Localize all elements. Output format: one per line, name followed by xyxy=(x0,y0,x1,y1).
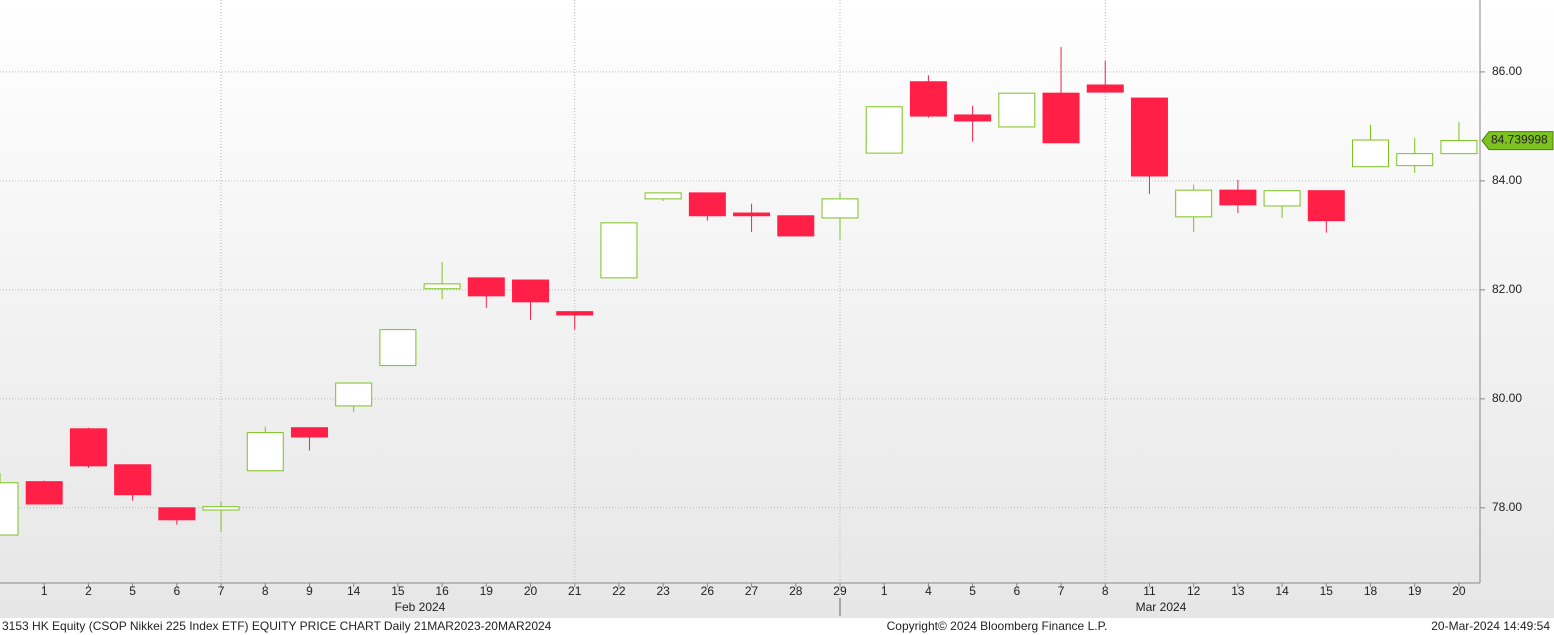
x-tick-label: 12 xyxy=(1187,584,1201,598)
x-tick-label: 11 xyxy=(1143,584,1156,598)
month-label: Mar 2024 xyxy=(1136,600,1187,614)
footer-left: 3153 HK Equity (CSOP Nikkei 225 Index ET… xyxy=(2,619,552,633)
candle-body xyxy=(69,428,107,467)
y-tick-label: 84.00 xyxy=(1492,173,1522,187)
month-label: Feb 2024 xyxy=(395,600,446,614)
candle-body xyxy=(114,464,152,496)
x-tick-label: 8 xyxy=(1102,584,1109,598)
x-tick-label: 15 xyxy=(1320,584,1334,598)
candle-body xyxy=(1307,190,1345,222)
candle-body xyxy=(777,215,815,237)
y-tick-label: 82.00 xyxy=(1492,282,1522,296)
x-tick-label: 20 xyxy=(524,584,538,598)
y-tick-label: 80.00 xyxy=(1492,391,1522,405)
candle-body xyxy=(335,382,373,407)
candle-body xyxy=(954,114,992,122)
candle-body xyxy=(1042,92,1080,144)
x-tick-label: 16 xyxy=(435,584,449,598)
x-tick-label: 1 xyxy=(881,584,888,598)
x-tick-label: 20 xyxy=(1452,584,1466,598)
x-tick-label: 4 xyxy=(925,584,932,598)
candle-body xyxy=(1352,139,1390,168)
candle-body xyxy=(1396,153,1434,167)
x-tick-label: 22 xyxy=(612,584,626,598)
x-tick-label: 23 xyxy=(656,584,670,598)
x-tick-label: 29 xyxy=(833,584,847,598)
footer-center: Copyright© 2024 Bloomberg Finance L.P. xyxy=(887,619,1108,633)
x-tick-label: 18 xyxy=(1364,584,1378,598)
x-tick-label: 21 xyxy=(568,584,582,598)
x-tick-label: 7 xyxy=(1058,584,1065,598)
candle-body xyxy=(1219,189,1257,206)
candle-body xyxy=(688,192,726,217)
candle-body xyxy=(1130,97,1168,177)
last-price-label: 84.739998 xyxy=(1491,133,1548,147)
x-tick-label: 27 xyxy=(745,584,759,598)
x-tick-label: 6 xyxy=(1013,584,1020,598)
x-tick-label: 15 xyxy=(391,584,405,598)
x-tick-label: 7 xyxy=(218,584,225,598)
candle-body xyxy=(25,481,63,505)
x-tick-label: 5 xyxy=(969,584,976,598)
x-tick-label: 13 xyxy=(1231,584,1245,598)
x-tick-label: 19 xyxy=(480,584,494,598)
candle-body xyxy=(1086,84,1124,93)
candle-body xyxy=(909,81,947,117)
candle-body xyxy=(290,427,328,438)
candle-body xyxy=(821,198,859,219)
footer-right: 20-Mar-2024 14:49:54 xyxy=(1431,619,1550,633)
x-tick-label: 5 xyxy=(129,584,136,598)
candle-body xyxy=(556,311,594,316)
x-tick-label: 19 xyxy=(1408,584,1422,598)
x-tick-label: 9 xyxy=(306,584,313,598)
candle-body xyxy=(1440,140,1478,155)
candle-body xyxy=(0,482,19,536)
x-tick-label: 6 xyxy=(173,584,180,598)
candle-body xyxy=(1263,190,1301,207)
footer-background xyxy=(0,618,1554,635)
candle-body xyxy=(379,329,417,367)
candle-body xyxy=(733,212,771,217)
candle-body xyxy=(600,222,638,279)
x-tick-label: 14 xyxy=(347,584,361,598)
candle-body xyxy=(423,283,461,290)
plot-background xyxy=(0,0,1554,618)
candle-body xyxy=(202,506,240,511)
candle-body xyxy=(865,106,903,154)
x-tick-label: 28 xyxy=(789,584,803,598)
candle-body xyxy=(246,432,284,472)
candle-body xyxy=(644,192,682,200)
x-tick-label: 8 xyxy=(262,584,269,598)
candle-body xyxy=(1175,189,1213,218)
candle-body xyxy=(998,92,1036,128)
x-tick-label: 1 xyxy=(41,584,48,598)
last-price-box xyxy=(1481,131,1554,151)
candle-body xyxy=(512,279,550,303)
x-tick-label: 14 xyxy=(1275,584,1289,598)
candle-body xyxy=(158,507,196,521)
y-tick-label: 78.00 xyxy=(1492,500,1522,514)
y-tick-label: 86.00 xyxy=(1492,64,1522,78)
candle-body xyxy=(467,277,505,297)
x-tick-label: 2 xyxy=(85,584,92,598)
x-tick-label: 26 xyxy=(701,584,715,598)
